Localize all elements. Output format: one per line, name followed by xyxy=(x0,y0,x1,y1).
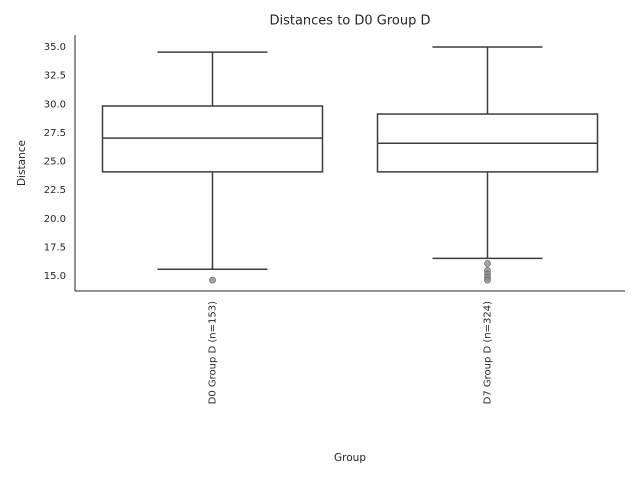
y-tick-label: 20.0 xyxy=(44,214,66,225)
y-tick-label: 35.0 xyxy=(44,42,66,53)
y-tick-label: 32.5 xyxy=(44,71,66,82)
outlier xyxy=(484,276,491,284)
y-tick-label: 17.5 xyxy=(44,242,66,253)
y-tick-label: 30.0 xyxy=(44,99,66,110)
outlier xyxy=(484,260,491,267)
y-tick-label: 25.0 xyxy=(44,157,66,168)
box xyxy=(101,105,324,173)
y-tick-label: 15.0 xyxy=(44,271,66,282)
x-tick-label: D0 Group D (n=153) xyxy=(208,301,219,404)
y-tick-label: 22.5 xyxy=(44,185,66,196)
y-axis-label: Distance xyxy=(16,140,28,186)
y-tick-label: 27.5 xyxy=(44,128,66,139)
chart-title: Distances to D0 Group D xyxy=(269,14,430,29)
outlier xyxy=(209,276,216,284)
x-axis-label: Group xyxy=(334,452,366,464)
x-tick-label: D7 Group D (n=324) xyxy=(483,301,494,404)
